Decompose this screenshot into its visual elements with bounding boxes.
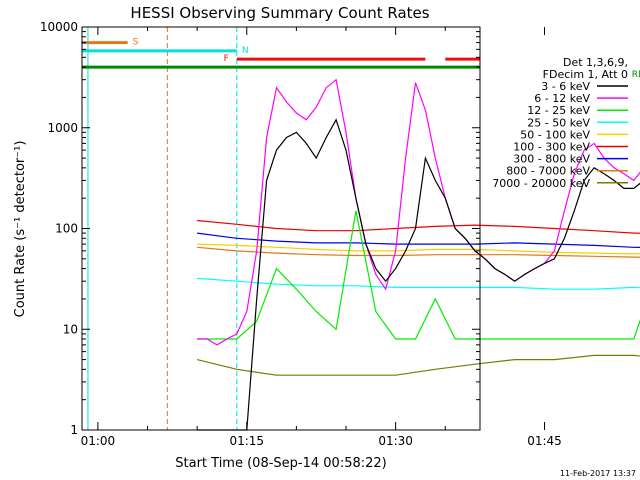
x-tick-label: 01:30 xyxy=(378,434,413,448)
legend-label: 7000 - 20000 keV xyxy=(492,177,590,190)
y-tick-label: 100 xyxy=(55,222,78,236)
legend-label: 300 - 800 keV xyxy=(513,153,590,166)
legend-label: 3 - 6 keV xyxy=(541,80,590,93)
y-tick-label: 10000 xyxy=(40,20,78,34)
legend-label: 800 - 7000 keV xyxy=(506,165,590,178)
series-line-100-300-kev xyxy=(197,219,640,234)
series-line-3-6-kev xyxy=(197,118,640,431)
legend-label: 6 - 12 keV xyxy=(534,92,590,105)
x-tick-label: 01:00 xyxy=(81,434,116,448)
flag-label-f: F xyxy=(224,54,229,64)
series-line-25-50-kev xyxy=(197,277,640,290)
flag-label-s: S xyxy=(133,38,139,48)
x-tick-label: 01:15 xyxy=(229,434,264,448)
y-axis-label: Count Rate (s⁻¹ detector⁻¹) xyxy=(13,141,28,318)
flag-label-n: N xyxy=(242,46,249,56)
y-tick-label: 10 xyxy=(63,322,78,336)
y-tick-label: 1000 xyxy=(47,121,78,135)
series-line-50-100-kev xyxy=(197,243,640,255)
flag-label-rd6: RD6 xyxy=(632,70,640,80)
y-tick-label: 1 xyxy=(70,423,78,437)
chart-title: HESSI Observing Summary Count Rates xyxy=(130,4,429,22)
legend-label: 100 - 300 keV xyxy=(513,141,590,154)
legend-header: Det 1,3,6,9, xyxy=(563,56,628,69)
legend-label: 50 - 100 keV xyxy=(520,128,590,141)
series-line-300-800-kev xyxy=(197,232,640,249)
legend-label: 25 - 50 keV xyxy=(527,116,590,129)
legend-header: FDecim 1, Att 0 xyxy=(543,68,628,81)
series-line-800-7000-kev xyxy=(197,246,640,258)
series-line-7000-20000-kev xyxy=(196,354,640,376)
x-axis-label: Start Time (08-Sep-14 00:58:22) xyxy=(175,456,386,471)
footer-date: 11-Feb-2017 13:37 xyxy=(560,469,636,478)
x-tick-label: 01:45 xyxy=(527,434,562,448)
series-line-12-25-kev xyxy=(197,210,640,340)
legend-label: 12 - 25 keV xyxy=(527,104,590,117)
